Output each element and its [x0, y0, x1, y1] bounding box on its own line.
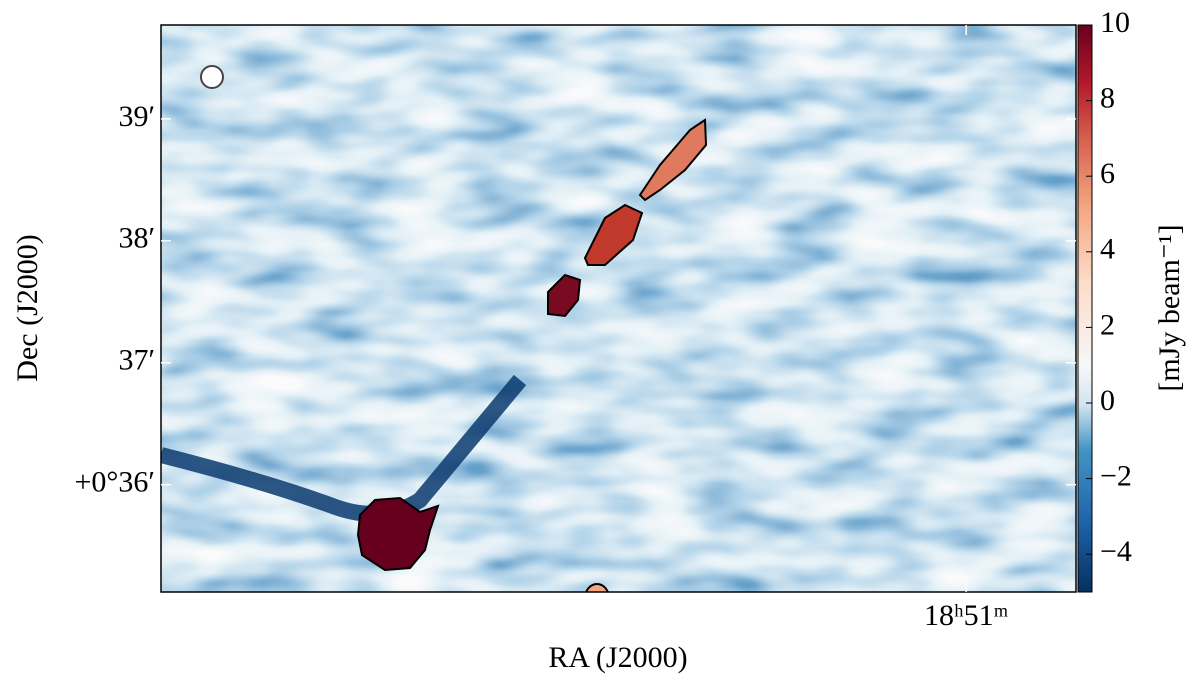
colorbar — [1077, 24, 1093, 593]
source — [585, 583, 609, 592]
colorbar-tick-label: 4 — [1100, 233, 1115, 266]
noise-map — [161, 25, 1076, 592]
y-tick-label: +0°36′ — [75, 466, 155, 499]
map-image — [161, 25, 1076, 592]
colorbar-tick-label: 8 — [1100, 81, 1115, 114]
x-axis-label: RA (J2000) — [548, 641, 687, 674]
colorbar-tick-label: 0 — [1100, 384, 1115, 417]
y-tick-label: 37′ — [118, 344, 155, 377]
source — [583, 203, 644, 266]
colorbar-tick-label: 10 — [1100, 6, 1130, 39]
plot-frame — [160, 24, 1077, 593]
beam — [200, 65, 224, 89]
colorbar-tick-label: −2 — [1100, 459, 1132, 492]
colorbar-tick-label: 2 — [1100, 308, 1115, 341]
y-axis-label: Dec (J2000) — [11, 234, 44, 381]
colorbar-tick-label: −4 — [1100, 535, 1132, 568]
colorbar-label: [mJy beam⁻¹] — [1153, 224, 1186, 391]
source — [638, 118, 708, 202]
source — [547, 273, 582, 318]
colorbar-tick-label: 6 — [1100, 157, 1115, 190]
y-tick-label: 38′ — [118, 222, 155, 255]
y-tick-label: 39′ — [118, 100, 155, 133]
source — [356, 496, 440, 572]
x-tick-label: 18ʰ51ᵐ — [924, 599, 1009, 632]
